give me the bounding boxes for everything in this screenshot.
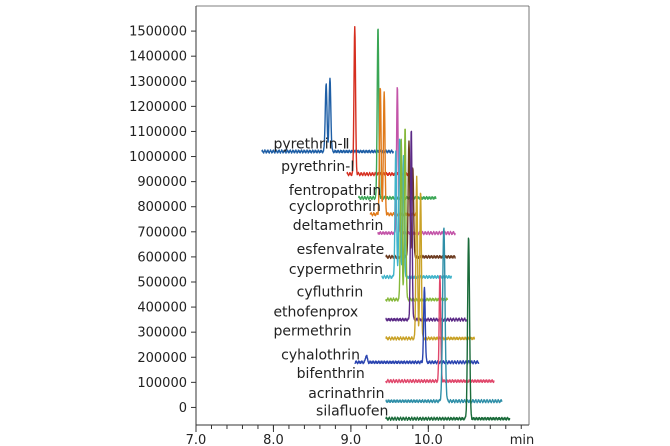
compound-labels: pyrethrin-Ⅱ pyrethrin-Ⅰ fentropathrincyclo… xyxy=(273,137,388,420)
y-tick-label: 300000 xyxy=(137,326,187,341)
x-axis-unit-label: min xyxy=(510,433,535,446)
series-trace xyxy=(385,175,476,341)
series-trace xyxy=(354,286,480,365)
y-tick-label: 1200000 xyxy=(129,100,187,115)
y-tick-label: 1500000 xyxy=(129,25,187,40)
series-trace xyxy=(261,77,395,154)
x-tick-label: 10.0 xyxy=(414,433,443,446)
series-trace xyxy=(357,28,437,201)
series-label: pyrethrin-Ⅰ xyxy=(281,159,354,175)
traces xyxy=(261,26,511,422)
series-trace xyxy=(385,237,511,422)
series-label: permethrin xyxy=(273,323,351,339)
y-tick-label: 100000 xyxy=(137,376,187,391)
y-tick-label: 1300000 xyxy=(129,75,187,90)
y-tick-label: 700000 xyxy=(137,225,187,240)
y-tick-label: 1100000 xyxy=(129,125,187,140)
x-tick-label: 9.0 xyxy=(341,433,362,446)
series-trace xyxy=(385,128,449,302)
series-label: esfenvalrate xyxy=(297,242,385,258)
series-trace xyxy=(385,227,503,404)
series-label: cycloprothrin xyxy=(289,199,381,215)
series-label: deltamethrin xyxy=(293,218,384,234)
series-label: cyfluthrin xyxy=(297,285,364,301)
series-label: fentropathrin xyxy=(289,183,381,199)
axes: 0 100000 200000 300000 400000 500000 600000 700… xyxy=(129,5,535,446)
y-tick-label: 200000 xyxy=(137,351,187,366)
y-tick-label: 0 xyxy=(179,401,187,416)
series-trace xyxy=(385,130,468,322)
y-tick-label: 1000000 xyxy=(129,150,187,165)
x-tick-label: 7.0 xyxy=(186,433,207,446)
y-tick-label: 1400000 xyxy=(129,50,187,65)
y-tick-label: 400000 xyxy=(137,301,187,316)
series-trace xyxy=(377,87,456,236)
series-label: silafluofen xyxy=(316,404,388,420)
y-tick-label: 600000 xyxy=(137,250,187,265)
series-trace xyxy=(385,275,495,384)
series-label: ethofenprox xyxy=(273,305,358,321)
y-tick-label: 800000 xyxy=(137,200,187,215)
series-label: bifenthrin xyxy=(297,366,365,382)
y-tick-label: 900000 xyxy=(137,175,187,190)
series-trace xyxy=(369,87,418,217)
series-label: cyhalothrin xyxy=(281,347,360,363)
series-label: cypermethrin xyxy=(289,262,383,278)
y-tick-label: 500000 xyxy=(137,275,187,290)
x-tick-label: 8.0 xyxy=(263,433,284,446)
series-label: pyrethrin-Ⅱ xyxy=(273,137,349,153)
series-label: acrinathrin xyxy=(308,386,384,402)
